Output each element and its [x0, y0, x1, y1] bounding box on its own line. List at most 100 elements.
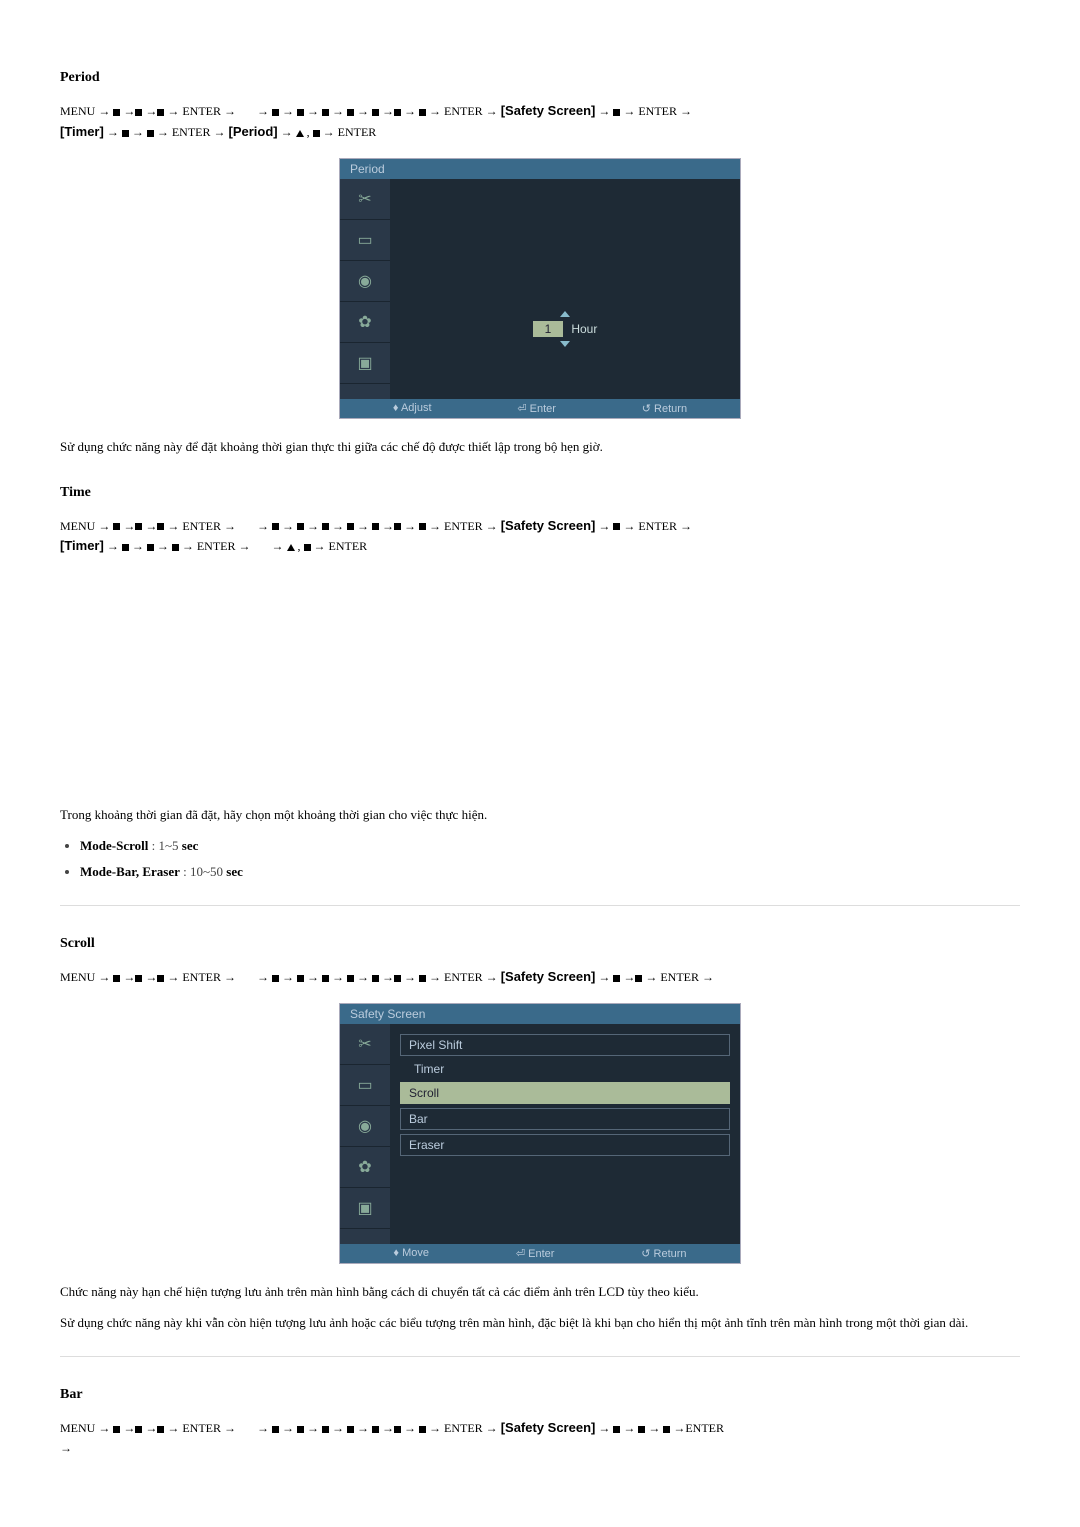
time-title: Time	[60, 485, 1020, 501]
time-desc: Trong khoảng thời gian đã đặt, hãy chọn …	[60, 807, 1020, 823]
nav-text: →	[382, 104, 394, 118]
up-arrow-icon[interactable]	[560, 311, 570, 317]
nav-text: →	[357, 1421, 372, 1435]
osd-footer: ♦ Move ⏎ Enter ↺ Return	[340, 1244, 740, 1263]
arrow-sq-icon	[322, 109, 329, 116]
osd-item-timer[interactable]: Timer	[414, 1060, 730, 1078]
down-arrow-icon[interactable]	[560, 341, 570, 347]
nav-text: →	[623, 970, 635, 984]
gear-icon[interactable]: ✿	[340, 302, 390, 343]
nav-text: → ENTER	[323, 125, 377, 139]
arrow-sq-icon	[272, 109, 279, 116]
arrow-sq-icon	[347, 109, 354, 116]
nav-text: →	[107, 125, 122, 139]
nav-text: → ENTER →	[167, 1421, 239, 1435]
nav-safety-label: [Safety Screen]	[501, 518, 596, 533]
arrow-sq-icon	[419, 975, 426, 982]
bar-title: Bar	[60, 1387, 1020, 1403]
osd-item-pixel-shift[interactable]: Pixel Shift	[400, 1034, 730, 1056]
arrow-sq-icon	[113, 523, 120, 530]
nav-period-label: [Period]	[229, 124, 278, 139]
nav-text: →	[598, 104, 613, 118]
arrow-sq-icon	[172, 544, 179, 551]
mode-list: Mode-Scroll : 1~5 sec Mode-Bar, Eraser :…	[80, 838, 1020, 880]
arrow-sq-icon	[313, 130, 320, 137]
period-desc: Sử dụng chức năng này để đặt khoảng thời…	[60, 439, 1020, 455]
gear-icon[interactable]: ✿	[340, 1147, 390, 1188]
nav-text: →	[145, 970, 157, 984]
osd-item-bar[interactable]: Bar	[400, 1108, 730, 1130]
arrow-sq-icon	[347, 1426, 354, 1433]
nav-safety-label: [Safety Screen]	[501, 1420, 596, 1435]
nav-text: →	[257, 970, 272, 984]
nav-text: →	[60, 1441, 72, 1455]
osd-title: Period	[340, 159, 740, 179]
bar-nav: MENU → → → → ENTER → → → → → → → → → ENT…	[60, 1418, 1020, 1458]
arrow-sq-icon	[157, 1426, 164, 1433]
screen-icon[interactable]: ▭	[340, 1065, 390, 1106]
arrow-sq-icon	[147, 130, 154, 137]
arrow-sq-icon	[322, 523, 329, 530]
arrow-up-icon	[287, 544, 295, 551]
period-nav: MENU → → → → ENTER → → → → → → → → → ENT…	[60, 101, 1020, 143]
nav-text: →	[307, 104, 322, 118]
nav-text: →	[648, 1421, 663, 1435]
osd-sidebar: ✂ ▭ ◉ ✿ ▣	[340, 179, 390, 399]
osd-move-hint: ♦ Move	[393, 1247, 429, 1260]
nav-text: → ENTER →	[167, 104, 239, 118]
nav-text: →	[282, 970, 297, 984]
osd-main: 1 Hour	[390, 179, 740, 399]
pc-icon[interactable]: ▣	[340, 1188, 390, 1229]
circle-icon[interactable]: ◉	[340, 261, 390, 302]
mode-unit: sec	[226, 864, 243, 879]
nav-text: →	[598, 519, 613, 533]
nav-text: →	[307, 1421, 322, 1435]
arrow-sq-icon	[394, 1426, 401, 1433]
nav-text: →ENTER	[673, 1421, 724, 1435]
nav-text: →	[145, 104, 157, 118]
nav-text: →	[404, 970, 419, 984]
osd-item-eraser[interactable]: Eraser	[400, 1134, 730, 1156]
osd-return-hint: ↺ Return	[641, 1247, 686, 1260]
arrow-sq-icon	[297, 109, 304, 116]
arrow-sq-icon	[135, 975, 142, 982]
arrow-sq-icon	[297, 1426, 304, 1433]
nav-text: → ENTER →	[429, 1421, 501, 1435]
nav-text: → ENTER →	[429, 519, 501, 533]
nav-text: →	[404, 104, 419, 118]
arrow-sq-icon	[157, 109, 164, 116]
nav-text: →	[404, 1421, 419, 1435]
arrow-sq-icon	[122, 130, 129, 137]
arrow-sq-icon	[304, 544, 311, 551]
scroll-desc1: Chức năng này hạn chế hiện tượng lưu ảnh…	[60, 1284, 1020, 1300]
pc-icon[interactable]: ▣	[340, 343, 390, 384]
tool-icon[interactable]: ✂	[340, 1024, 390, 1065]
circle-icon[interactable]: ◉	[340, 1106, 390, 1147]
arrow-sq-icon	[638, 1426, 645, 1433]
nav-text: MENU →	[60, 1421, 113, 1435]
nav-text: →	[123, 104, 135, 118]
arrow-sq-icon	[122, 544, 129, 551]
nav-text: →	[332, 104, 347, 118]
osd-main: Pixel Shift Timer Scroll Bar Eraser	[390, 1024, 740, 1244]
nav-text: →	[257, 1421, 272, 1435]
arrow-sq-icon	[113, 109, 120, 116]
nav-text: →	[257, 519, 272, 533]
nav-text: → ENTER →	[623, 519, 692, 533]
mode-unit: sec	[182, 838, 199, 853]
period-value[interactable]: 1	[533, 321, 564, 337]
screen-icon[interactable]: ▭	[340, 220, 390, 261]
nav-timer-label: [Timer]	[60, 538, 104, 553]
arrow-sq-icon	[135, 1426, 142, 1433]
arrow-sq-icon	[322, 975, 329, 982]
arrow-sq-icon	[372, 1426, 379, 1433]
period-title: Period	[60, 70, 1020, 86]
nav-text: →	[107, 539, 122, 553]
nav-text: →	[357, 970, 372, 984]
tool-icon[interactable]: ✂	[340, 179, 390, 220]
nav-text: →	[357, 519, 372, 533]
nav-text: →	[282, 519, 297, 533]
osd-item-scroll[interactable]: Scroll	[400, 1082, 730, 1104]
nav-text: → ENTER →	[167, 519, 239, 533]
arrow-sq-icon	[635, 975, 642, 982]
